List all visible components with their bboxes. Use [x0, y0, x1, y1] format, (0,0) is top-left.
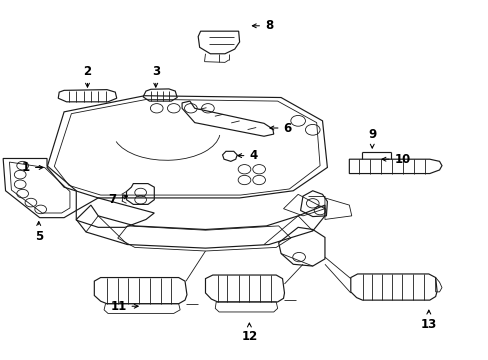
- Text: 6: 6: [269, 122, 291, 135]
- Text: 11: 11: [110, 300, 138, 313]
- Text: 13: 13: [420, 310, 436, 331]
- Text: 7: 7: [108, 193, 127, 206]
- Text: 9: 9: [367, 128, 376, 148]
- Text: 2: 2: [83, 65, 91, 87]
- Text: 3: 3: [151, 65, 160, 87]
- Text: 1: 1: [22, 161, 43, 174]
- Text: 10: 10: [381, 153, 410, 166]
- Text: 5: 5: [35, 222, 43, 243]
- Text: 4: 4: [237, 149, 257, 162]
- Text: 8: 8: [252, 19, 273, 32]
- Text: 12: 12: [241, 323, 257, 343]
